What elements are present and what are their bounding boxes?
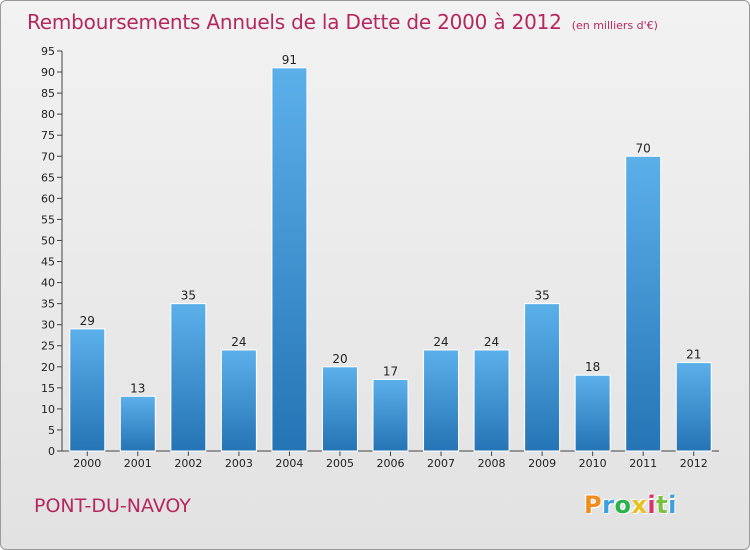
bar: [625, 155, 662, 452]
data-label: 13: [130, 381, 145, 395]
x-tick-label: 2002: [174, 457, 202, 470]
data-label: 20: [332, 352, 347, 366]
data-label: 91: [282, 53, 297, 67]
y-tick-label: 95: [41, 45, 55, 58]
x-tick-label: 2012: [680, 457, 708, 470]
brand-letter: r: [602, 491, 615, 519]
x-tick-label: 2009: [528, 457, 556, 470]
data-label: 35: [181, 289, 196, 303]
bar: [372, 378, 409, 452]
brand-letter: P: [584, 491, 603, 519]
x-tick-label: 2004: [275, 457, 303, 470]
chart-subtitle: (en milliers d'€): [571, 19, 658, 32]
brand-letter: i: [668, 491, 677, 519]
data-label: 21: [686, 348, 701, 362]
data-label: 17: [383, 364, 398, 378]
data-label: 24: [231, 335, 246, 349]
x-axis: 2000 2001 2002 2003 2004 2005 2006 2007 2008 2009…: [62, 450, 719, 470]
y-tick-label: 35: [41, 298, 55, 311]
data-label: 35: [534, 289, 549, 303]
x-tick-label: 2008: [478, 457, 506, 470]
data-label: 18: [585, 360, 600, 374]
y-tick-label: 20: [41, 361, 55, 374]
bar: [423, 349, 460, 452]
data-label: 29: [80, 314, 95, 328]
y-tick-label: 5: [48, 424, 55, 437]
chart-title-text: Remboursements Annuels de la Dette de 20…: [27, 10, 562, 34]
x-tick-label: 2000: [73, 457, 101, 470]
brand-letter: t: [656, 491, 669, 519]
bar: [220, 349, 257, 452]
x-tick-label: 2005: [326, 457, 354, 470]
y-axis: 0 5 10 15 20 25 30 35 40 45 50 55 60 65 70 75 80 85 90 95: [41, 45, 63, 458]
chart-title: Remboursements Annuels de la Dette de 20…: [27, 10, 658, 34]
y-tick-label: 45: [41, 256, 55, 269]
x-tick-label: 2006: [377, 457, 405, 470]
y-tick-label: 90: [41, 66, 55, 79]
bar: [574, 374, 611, 452]
y-tick-label: 55: [41, 213, 55, 226]
brand-letter: o: [614, 491, 632, 519]
data-label: 70: [636, 141, 651, 155]
y-tick-label: 65: [41, 171, 55, 184]
bar: [119, 395, 156, 452]
x-tick-label: 2011: [629, 457, 657, 470]
y-tick-label: 85: [41, 87, 55, 100]
brand-logo: Proxiti: [584, 491, 677, 519]
data-labels: 29 13 35 24 91 20 17 24 24 35 18 70 21: [80, 53, 702, 395]
x-tick-label: 2010: [579, 457, 607, 470]
bar: [524, 303, 561, 452]
y-tick-label: 10: [41, 403, 55, 416]
y-tick-label: 40: [41, 277, 55, 290]
bar: [69, 328, 106, 452]
x-tick-label: 2001: [124, 457, 152, 470]
y-tick-label: 0: [48, 445, 55, 458]
y-tick-label: 50: [41, 234, 55, 247]
bar: [675, 362, 712, 452]
y-tick-label: 15: [41, 382, 55, 395]
bar: [321, 366, 358, 452]
x-tick-label: 2007: [427, 457, 455, 470]
bar: [170, 303, 207, 452]
bar: [271, 67, 308, 452]
y-tick-label: 80: [41, 108, 55, 121]
y-tick-label: 75: [41, 129, 55, 142]
y-tick-label: 30: [41, 319, 55, 332]
brand-letter: x: [631, 491, 648, 519]
brand-letter: i: [647, 491, 657, 519]
data-label: 24: [484, 335, 499, 349]
y-tick-label: 60: [41, 192, 55, 205]
y-tick-label: 25: [41, 340, 55, 353]
commune-name: PONT-DU-NAVOY: [34, 495, 191, 517]
y-tick-label: 70: [41, 150, 55, 163]
bars: [69, 67, 712, 452]
data-label: 24: [433, 335, 448, 349]
x-tick-label: 2003: [225, 457, 253, 470]
bar: [473, 349, 510, 452]
